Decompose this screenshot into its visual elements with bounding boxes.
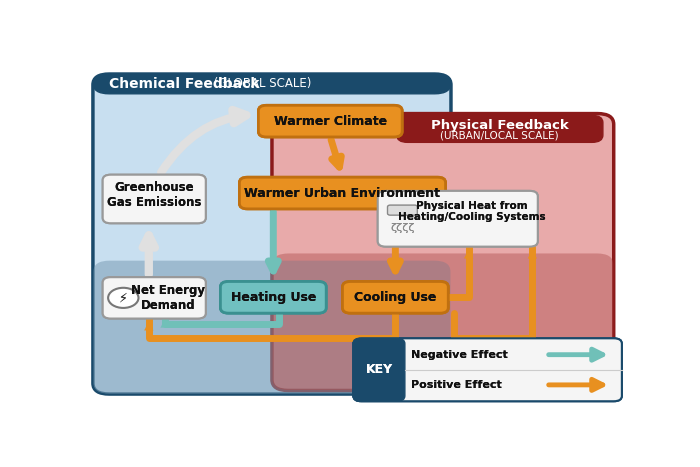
Text: ζζζζ: ζζζζ: [391, 223, 415, 233]
Text: (URBAN/LOCAL SCALE): (URBAN/LOCAL SCALE): [440, 131, 559, 141]
FancyBboxPatch shape: [93, 74, 451, 394]
FancyBboxPatch shape: [388, 205, 417, 215]
Text: Net Energy
Demand: Net Energy Demand: [131, 284, 205, 312]
FancyBboxPatch shape: [354, 338, 405, 401]
FancyBboxPatch shape: [220, 282, 326, 313]
Text: ⚡: ⚡: [119, 291, 127, 304]
Text: Warmer Climate: Warmer Climate: [274, 114, 387, 127]
Text: Warmer Climate: Warmer Climate: [274, 114, 387, 127]
FancyBboxPatch shape: [388, 205, 417, 215]
Text: Physical Heat from
Heating/Cooling Systems: Physical Heat from Heating/Cooling Syste…: [398, 201, 545, 222]
Text: ⚡: ⚡: [119, 291, 127, 304]
Text: Negative Effect: Negative Effect: [412, 350, 508, 360]
FancyBboxPatch shape: [258, 105, 402, 137]
FancyBboxPatch shape: [94, 261, 450, 394]
Text: (GLOBAL SCALE): (GLOBAL SCALE): [209, 78, 311, 91]
FancyBboxPatch shape: [378, 191, 538, 247]
FancyBboxPatch shape: [103, 277, 206, 318]
Text: Physical Heat from
Heating/Cooling Systems: Physical Heat from Heating/Cooling Syste…: [398, 201, 545, 222]
FancyBboxPatch shape: [354, 338, 405, 401]
FancyBboxPatch shape: [220, 282, 326, 313]
Text: KEY: KEY: [365, 363, 393, 376]
FancyBboxPatch shape: [272, 254, 613, 390]
Text: Positive Effect: Positive Effect: [412, 380, 502, 390]
FancyBboxPatch shape: [239, 177, 446, 209]
FancyBboxPatch shape: [103, 277, 206, 318]
FancyBboxPatch shape: [272, 113, 614, 390]
Text: Warmer Urban Environment: Warmer Urban Environment: [244, 186, 440, 199]
FancyBboxPatch shape: [354, 338, 622, 401]
FancyBboxPatch shape: [378, 191, 538, 247]
Text: Chemical Feedback: Chemical Feedback: [109, 77, 260, 91]
FancyBboxPatch shape: [258, 105, 402, 137]
FancyBboxPatch shape: [103, 175, 206, 223]
Text: Physical Feedback: Physical Feedback: [431, 119, 568, 132]
Text: Heating Use: Heating Use: [230, 291, 316, 304]
FancyBboxPatch shape: [239, 177, 446, 209]
Text: Negative Effect: Negative Effect: [412, 350, 508, 360]
Text: KEY: KEY: [365, 363, 393, 376]
Text: Warmer Urban Environment: Warmer Urban Environment: [244, 186, 440, 199]
FancyBboxPatch shape: [103, 175, 206, 223]
Text: Heating Use: Heating Use: [230, 291, 316, 304]
Text: Cooling Use: Cooling Use: [354, 291, 437, 304]
Text: Greenhouse
Gas Emissions: Greenhouse Gas Emissions: [107, 181, 202, 209]
FancyBboxPatch shape: [342, 282, 448, 313]
Text: Positive Effect: Positive Effect: [412, 380, 502, 390]
Circle shape: [108, 288, 139, 308]
FancyBboxPatch shape: [354, 338, 622, 401]
Text: ζζζζ: ζζζζ: [391, 223, 415, 233]
FancyBboxPatch shape: [342, 282, 448, 313]
Text: Net Energy
Demand: Net Energy Demand: [131, 284, 205, 312]
Text: Cooling Use: Cooling Use: [354, 291, 437, 304]
Circle shape: [108, 288, 139, 308]
FancyBboxPatch shape: [93, 74, 451, 94]
FancyBboxPatch shape: [397, 115, 603, 142]
Text: Greenhouse
Gas Emissions: Greenhouse Gas Emissions: [107, 181, 202, 209]
